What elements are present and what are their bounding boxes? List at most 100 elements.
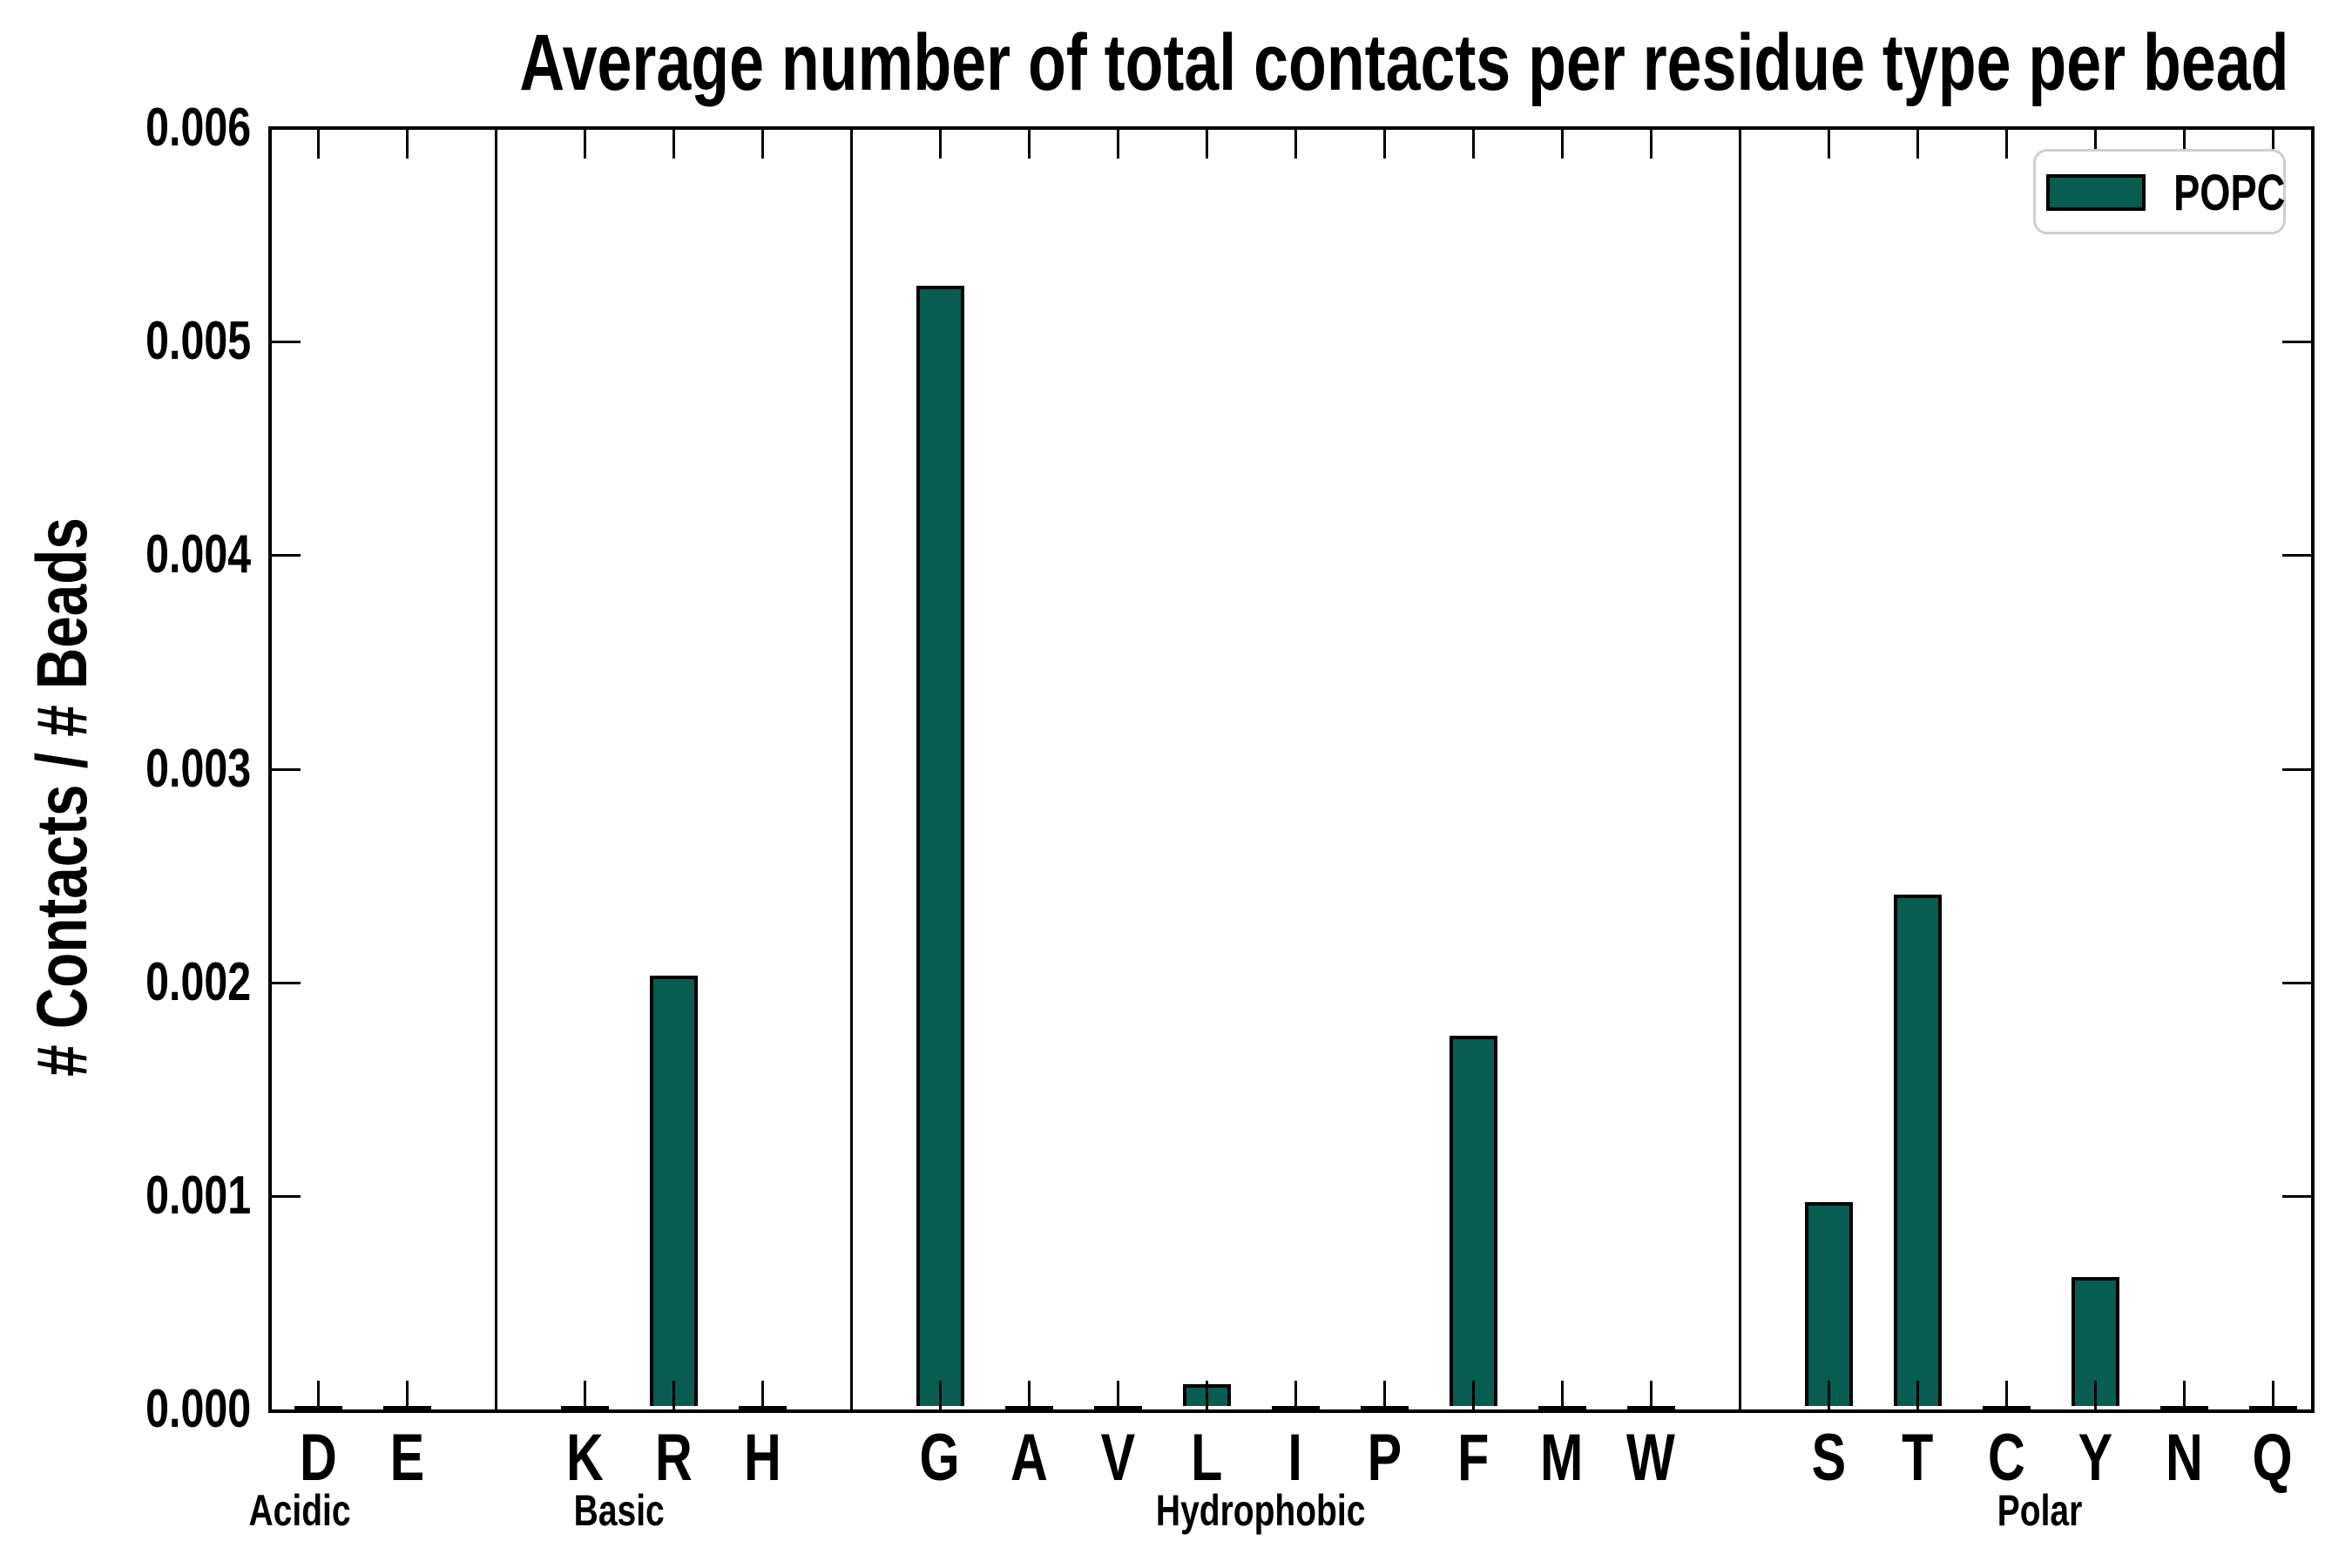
y-tick-label-0.004: 0.004 [33,524,251,586]
x-tick-bottom-A [1028,1381,1031,1409]
x-tick-label-text-L: L [1190,1421,1223,1495]
x-tick-label-P: P [1340,1422,1429,1495]
x-tick-label-text-C: C [1987,1421,2025,1495]
y-tick-label-0.002: 0.002 [33,951,251,1014]
x-tick-top-Y [2094,130,2097,159]
x-tick-bottom-E [406,1381,409,1409]
bar-T [1893,895,1942,1406]
x-tick-label-M: M [1517,1422,1606,1495]
x-tick-label-text-F: F [1456,1421,1490,1495]
x-tick-label-text-H: H [743,1421,781,1495]
x-tick-top-I [1294,130,1297,159]
x-tick-top-M [1561,130,1564,159]
x-tick-top-H [761,130,764,159]
x-tick-label-T: T [1873,1422,1962,1495]
group-label-text-polar: Polar [1997,1486,2083,1535]
group-label-basic: Basic [436,1486,802,1535]
x-tick-label-D: D [274,1422,362,1495]
group-label-acidic: Acidic [117,1486,483,1535]
x-tick-bottom-K [584,1381,586,1409]
x-tick-label-R: R [629,1422,718,1495]
x-tick-label-text-G: G [919,1421,961,1495]
group-separator-2 [1739,130,1741,1409]
x-tick-label-text-M: M [1540,1421,1584,1495]
x-tick-bottom-F [1472,1381,1475,1409]
x-tick-label-W: W [1606,1422,1695,1495]
y-tick-label-0.005: 0.005 [33,310,251,373]
x-tick-label-text-S: S [1811,1421,1846,1495]
x-tick-top-S [1828,130,1830,159]
y-tick-left-0.003 [272,767,301,771]
y-tick-left-0.002 [272,981,301,984]
x-tick-label-text-V: V [1100,1421,1135,1495]
group-label-polar: Polar [1857,1486,2223,1535]
y-tick-label-0.001: 0.001 [33,1165,251,1227]
legend: POPC [2033,149,2286,234]
x-tick-bottom-W [1650,1381,1652,1409]
x-tick-label-text-N: N [2165,1421,2203,1495]
x-tick-label-V: V [1073,1422,1162,1495]
x-tick-label-text-A: A [1010,1421,1048,1495]
x-tick-label-F: F [1429,1422,1517,1495]
group-separator-1 [850,130,853,1409]
x-tick-bottom-I [1294,1381,1297,1409]
y-tick-label-text-0.005: 0.005 [145,311,251,372]
x-tick-bottom-P [1383,1381,1386,1409]
y-tick-label-0.003: 0.003 [33,738,251,801]
y-tick-label-0.006: 0.006 [33,97,251,159]
x-tick-label-H: H [718,1422,807,1495]
y-tick-left-0.004 [272,554,301,558]
y-tick-label-text-0.004: 0.004 [145,524,251,585]
x-tick-label-text-P: P [1367,1421,1402,1495]
chart-title-text: Average number of total contacts per res… [519,18,2289,107]
x-tick-label-C: C [1962,1422,2051,1495]
legend-popc-label: POPC [2173,165,2286,221]
chart-title: Average number of total contacts per res… [270,21,2313,105]
x-tick-bottom-T [1916,1381,1919,1409]
group-label-text-acidic: Acidic [248,1486,351,1535]
x-tick-top-K [584,130,586,159]
x-tick-bottom-N [2183,1381,2186,1409]
x-tick-bottom-Q [2272,1381,2274,1409]
y-tick-right-0.003 [2282,767,2311,771]
y-tick-label-0.000: 0.000 [33,1378,251,1441]
y-tick-right-0.005 [2282,341,2311,344]
x-tick-top-A [1028,130,1031,159]
group-separator-0 [495,130,497,1409]
y-tick-left-0.001 [272,1194,301,1198]
y-tick-right-0.001 [2282,1194,2311,1198]
bar-G [916,286,964,1406]
x-tick-label-S: S [1784,1422,1873,1495]
x-tick-label-I: I [1251,1422,1340,1495]
y-tick-label-text-0.002: 0.002 [145,951,251,1012]
x-tick-label-Y: Y [2051,1422,2139,1495]
x-tick-top-C [2005,130,2008,159]
y-tick-right-0.002 [2282,981,2311,984]
x-tick-top-D [317,130,320,159]
x-tick-label-text-D: D [299,1421,337,1495]
x-tick-label-text-Y: Y [2078,1421,2112,1495]
group-label-text-basic: Basic [573,1486,666,1535]
x-tick-label-G: G [896,1422,984,1495]
legend-popc-swatch [2046,174,2146,211]
y-tick-label-text-0.006: 0.006 [145,98,251,158]
y-tick-label-text-0.003: 0.003 [145,738,251,799]
x-tick-label-K: K [540,1422,629,1495]
x-tick-top-R [672,130,675,159]
bar-S [1804,1202,1853,1406]
y-tick-left-0.005 [272,341,301,344]
x-tick-label-A: A [984,1422,1073,1495]
x-tick-top-L [1206,130,1208,159]
y-tick-right-0.004 [2282,554,2311,558]
x-tick-top-E [406,130,409,159]
x-tick-bottom-C [2005,1381,2008,1409]
x-tick-label-text-E: E [389,1421,424,1495]
x-tick-bottom-Y [2094,1381,2097,1409]
x-tick-top-V [1117,130,1119,159]
x-tick-label-L: L [1162,1422,1251,1495]
x-tick-top-Q [2272,130,2274,159]
x-tick-label-text-K: K [565,1421,604,1495]
x-tick-label-E: E [362,1422,451,1495]
x-tick-top-W [1650,130,1652,159]
y-tick-label-text-0.000: 0.000 [145,1379,251,1439]
